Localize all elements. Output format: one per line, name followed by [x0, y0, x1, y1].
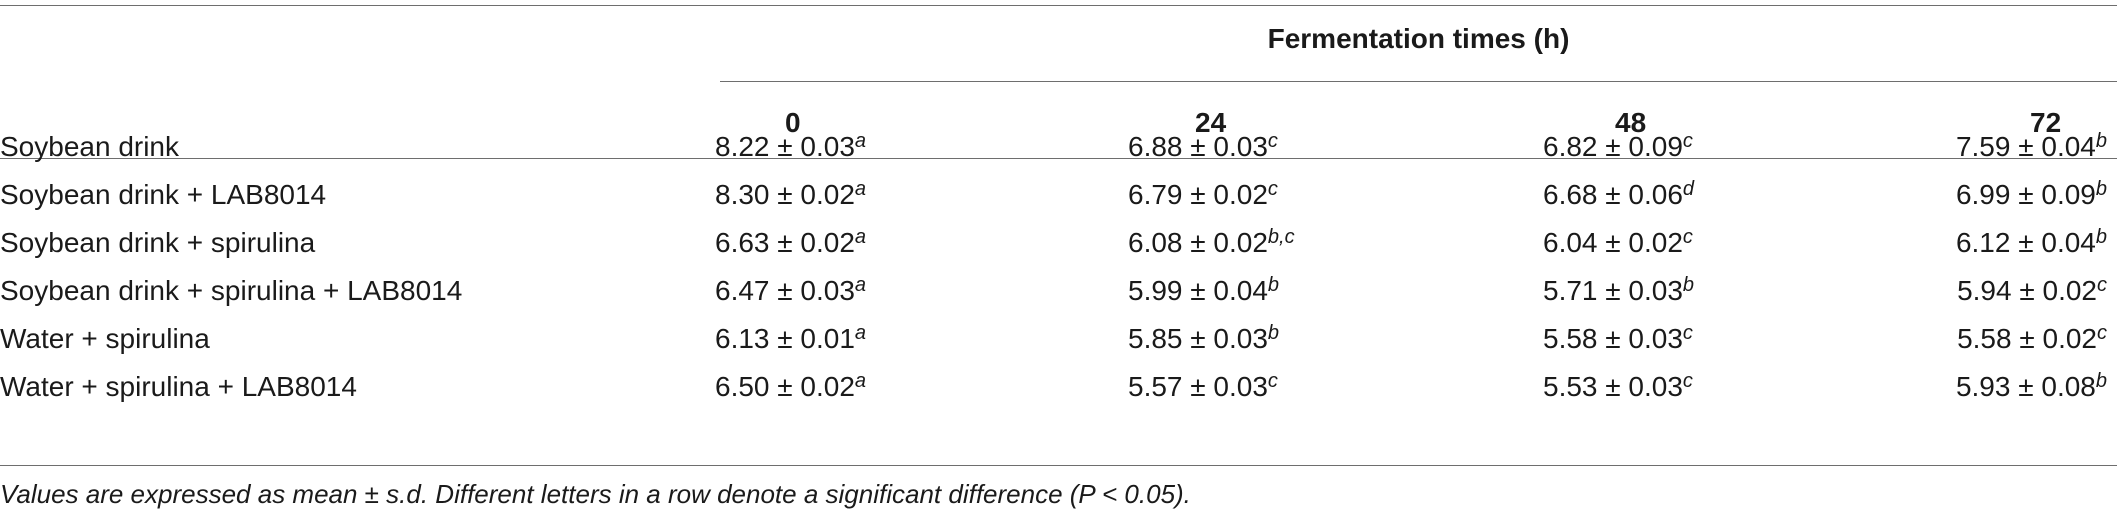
- significance-letter: b,c: [1267, 226, 1295, 248]
- row-label: Water + spirulina: [0, 323, 210, 354]
- cell-value: 6.63 ± 0.02: [715, 227, 855, 258]
- significance-letter: c: [1267, 370, 1278, 392]
- table-cell: 5.58 ± 0.02c: [1957, 322, 2107, 356]
- header-bottom-rule: [0, 158, 2117, 159]
- significance-letter: c: [2097, 274, 2107, 296]
- row-label: Soybean drink + spirulina + LAB8014: [0, 275, 463, 306]
- significance-letter: a: [854, 370, 867, 392]
- cell-value: 5.53 ± 0.03: [1543, 371, 1683, 402]
- table-row: Water + spirulina 6.13 ± 0.01a 5.85 ± 0.03…: [0, 322, 2117, 370]
- cell-value: 6.08 ± 0.02: [1128, 227, 1268, 258]
- significance-letter: b: [2095, 130, 2107, 152]
- table-cell: 6.99 ± 0.09b: [1956, 178, 2107, 212]
- table-cell: 6.08 ± 0.02b,c: [1128, 226, 1295, 260]
- cell-value: 6.13 ± 0.01: [715, 323, 855, 354]
- significance-letter: c: [1267, 130, 1278, 152]
- cell-value: 6.99 ± 0.09: [1955, 179, 2096, 210]
- table-cell: 5.85 ± 0.03b: [1128, 322, 1279, 356]
- table-footnote: Values are expressed as mean ± s.d. Diff…: [0, 479, 1191, 509]
- table-row: Water + spirulina + LAB8014 6.50 ± 0.02a 5…: [0, 370, 2117, 418]
- cell-value: 5.85 ± 0.03: [1128, 323, 1268, 354]
- table-cell: 5.53 ± 0.03c: [1543, 370, 1693, 404]
- table-cell: 5.71 ± 0.03b: [1543, 274, 1694, 308]
- table-top-rule: [0, 5, 2117, 6]
- table-cell: 5.57 ± 0.03c: [1128, 370, 1278, 404]
- significance-letter: c: [2097, 322, 2107, 344]
- cell-value: 6.88 ± 0.03: [1128, 131, 1268, 162]
- significance-letter: a: [854, 178, 867, 200]
- table-row: Soybean drink + spirulina 6.63 ± 0.02a 6.0…: [0, 226, 2117, 274]
- significance-letter: c: [1682, 370, 1693, 392]
- significance-letter: b: [2095, 226, 2107, 248]
- column-header-0: 0: [785, 107, 801, 138]
- column-header-48: 48: [1615, 107, 1647, 138]
- table-cell: 6.04 ± 0.02c: [1543, 226, 1693, 260]
- significance-letter: c: [1267, 178, 1278, 200]
- table-row: Soybean drink + spirulina + LAB8014 6.47 …: [0, 274, 2117, 322]
- significance-letter: b: [2095, 178, 2107, 200]
- table-cell: 5.93 ± 0.08b: [1956, 370, 2107, 404]
- cell-value: 7.59 ± 0.04: [1955, 131, 2096, 162]
- significance-letter: b: [2095, 370, 2107, 392]
- table-cell: 6.50 ± 0.02a: [715, 370, 866, 404]
- cell-value: 5.71 ± 0.03: [1543, 275, 1683, 306]
- significance-letter: a: [854, 226, 867, 248]
- table-row: Soybean drink + LAB8014 8.30 ± 0.02a 6.79 …: [0, 178, 2117, 226]
- row-label: Water + spirulina + LAB8014: [0, 371, 357, 402]
- cell-value: 6.79 ± 0.02: [1128, 179, 1268, 210]
- table-cell: 7.59 ± 0.04b: [1956, 130, 2107, 164]
- significance-letter: a: [854, 130, 867, 152]
- significance-letter: c: [1682, 130, 1693, 152]
- table-cell: 6.88 ± 0.03c: [1128, 130, 1278, 164]
- cell-value: 5.93 ± 0.08: [1955, 371, 2096, 402]
- table-cell: 6.82 ± 0.09c: [1543, 130, 1693, 164]
- cell-value: 5.99 ± 0.04: [1128, 275, 1268, 306]
- table-bottom-rule: [0, 465, 2117, 466]
- fermentation-times-header: Fermentation times (h): [1267, 23, 1570, 54]
- row-label: Soybean drink + LAB8014: [0, 179, 327, 210]
- table-cell: 6.68 ± 0.06d: [1543, 178, 1694, 212]
- table-cell: 8.22 ± 0.03a: [715, 130, 866, 164]
- row-label: Soybean drink + spirulina: [0, 227, 316, 258]
- table-cell: 6.47 ± 0.03a: [715, 274, 866, 308]
- cell-value: 6.68 ± 0.06: [1543, 179, 1683, 210]
- table-cell: 6.63 ± 0.02a: [715, 226, 866, 260]
- table-cell: 6.79 ± 0.02c: [1128, 178, 1278, 212]
- cell-value: 5.94 ± 0.02: [1957, 275, 2097, 306]
- cell-value: 6.82 ± 0.09: [1543, 131, 1683, 162]
- significance-letter: b: [1267, 274, 1280, 296]
- table-cell: 6.13 ± 0.01a: [715, 322, 866, 356]
- significance-letter: d: [1682, 178, 1695, 200]
- cell-value: 6.12 ± 0.04: [1955, 227, 2096, 258]
- significance-letter: c: [1682, 322, 1693, 344]
- table-cell: 6.12 ± 0.04b: [1956, 226, 2107, 260]
- significance-letter: a: [854, 274, 867, 296]
- cell-value: 8.30 ± 0.02: [715, 179, 855, 210]
- significance-letter: c: [1682, 226, 1693, 248]
- row-label: Soybean drink: [0, 131, 180, 162]
- column-header-24: 24: [1195, 107, 1227, 138]
- significance-letter: a: [854, 322, 867, 344]
- cell-value: 8.22 ± 0.03: [715, 131, 855, 162]
- table-row: Soybean drink 8.22 ± 0.03a 6.88 ± 0.03c 6.8…: [0, 130, 2117, 178]
- column-header-72: 72: [2030, 107, 2062, 138]
- cell-value: 6.47 ± 0.03: [715, 275, 855, 306]
- table-cell: 8.30 ± 0.02a: [715, 178, 866, 212]
- cell-value: 6.50 ± 0.02: [715, 371, 855, 402]
- table-cell: 5.99 ± 0.04b: [1128, 274, 1279, 308]
- cell-value: 5.58 ± 0.03: [1543, 323, 1683, 354]
- spanner-rule: [720, 81, 2117, 82]
- significance-letter: b: [1682, 274, 1695, 296]
- cell-value: 6.04 ± 0.02: [1543, 227, 1683, 258]
- table-cell: 5.94 ± 0.02c: [1957, 274, 2107, 308]
- cell-value: 5.57 ± 0.03: [1128, 371, 1268, 402]
- significance-letter: b: [1267, 322, 1280, 344]
- cell-value: 5.58 ± 0.02: [1957, 323, 2097, 354]
- table-cell: 5.58 ± 0.03c: [1543, 322, 1693, 356]
